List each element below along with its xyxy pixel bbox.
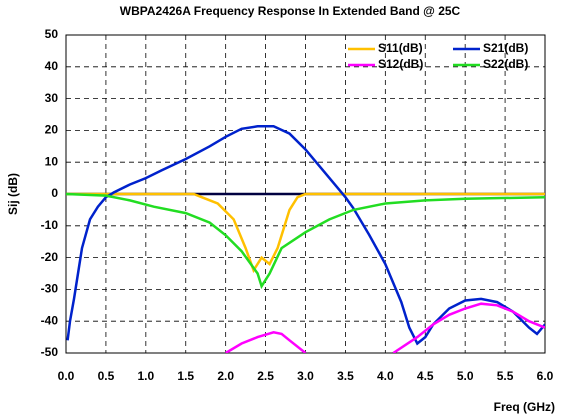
legend-label: S22(dB) <box>483 57 528 71</box>
x-tick-label: 2.0 <box>217 369 234 383</box>
x-tick-label: 1.0 <box>137 369 154 383</box>
x-tick-label: 4.5 <box>417 369 434 383</box>
x-tick-label: 6.0 <box>537 369 554 383</box>
y-tick-label: 30 <box>45 91 59 105</box>
x-tick-label: 0.0 <box>58 369 75 383</box>
y-tick-label: 40 <box>45 59 59 73</box>
y-tick-label: -30 <box>41 282 59 296</box>
x-tick-label: 3.0 <box>297 369 314 383</box>
y-tick-label: -20 <box>41 250 59 264</box>
series-line <box>66 192 545 274</box>
series-line <box>66 192 545 290</box>
x-tick-label: 5.5 <box>497 369 514 383</box>
y-tick-label: 20 <box>45 123 59 137</box>
x-tick-label: 1.5 <box>177 369 194 383</box>
x-axis-label: Freq (GHz) <box>494 400 555 414</box>
y-tick-label: -50 <box>41 345 59 359</box>
y-tick-label: 50 <box>45 27 59 41</box>
series-line <box>225 302 545 353</box>
x-tick-label: 3.5 <box>337 369 354 383</box>
x-tick-label: 5.0 <box>457 369 474 383</box>
x-tick-label: 2.5 <box>257 369 274 383</box>
y-tick-label: -40 <box>41 313 59 327</box>
chart-title: WBPA2426A Frequency Response In Extended… <box>120 4 461 18</box>
x-tick-label: 4.0 <box>377 369 394 383</box>
x-tick-label: 0.5 <box>98 369 115 383</box>
y-tick-label: -10 <box>41 218 59 232</box>
y-axis-label: Sij (dB) <box>6 173 20 215</box>
legend-label: S12(dB) <box>378 57 423 71</box>
series-line <box>66 125 545 346</box>
legend-label: S11(dB) <box>378 41 423 55</box>
y-tick-label: 0 <box>51 186 58 200</box>
legend-label: S21(dB) <box>483 41 528 55</box>
y-tick-label: 10 <box>45 154 59 168</box>
